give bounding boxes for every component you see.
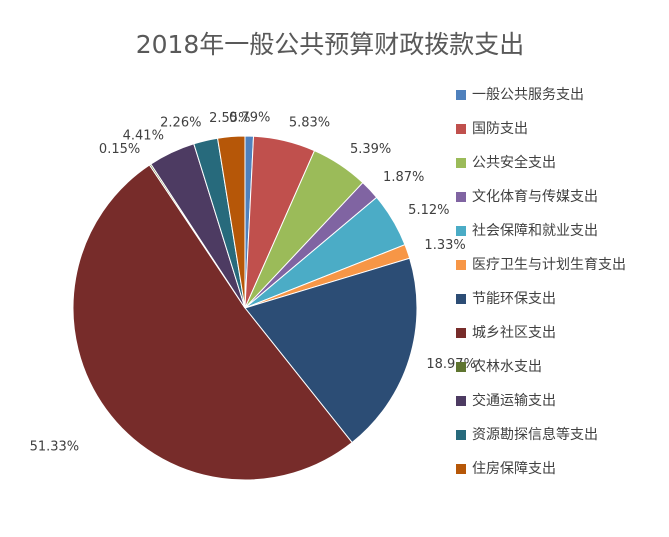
legend-swatch [456, 328, 466, 338]
pie-slice [216, 135, 246, 309]
data-label: 18.97% [426, 357, 476, 372]
pie-slice [244, 257, 418, 444]
legend-swatch [456, 430, 466, 440]
data-label: 1.33% [424, 238, 465, 253]
legend-label: 交通运输支出 [472, 392, 556, 409]
legend-swatch [456, 158, 466, 168]
legend-swatch [456, 362, 466, 372]
legend-swatch [456, 192, 466, 202]
data-label: 2.26% [160, 116, 201, 131]
legend-label: 住房保障支出 [472, 461, 556, 477]
legend-swatch [456, 396, 466, 406]
legend-label: 一般公共服务支出 [472, 87, 584, 103]
legend-label: 城乡社区支出 [472, 325, 556, 341]
data-label: 0.79% [229, 111, 270, 126]
legend-label: 公共安全支出 [472, 154, 556, 171]
legend-label: 节能环保支出 [472, 291, 556, 307]
legend-swatch [456, 124, 466, 134]
legend-label: 医疗卫生与计划生育支出 [472, 257, 626, 273]
legend-swatch [456, 294, 466, 304]
legend-label: 国防支出 [472, 121, 528, 137]
data-label: 5.12% [408, 203, 449, 218]
pie-slice [72, 164, 353, 481]
legend-swatch [456, 90, 466, 100]
chart-title: 2018年一般公共预算财政拨款支出 [136, 30, 525, 59]
data-label: 5.83% [289, 116, 330, 131]
legend-label: 文化体育与传媒支出 [472, 189, 598, 205]
legend-swatch [456, 464, 466, 474]
data-label: 0.15% [99, 142, 140, 157]
legend-swatch [456, 260, 466, 270]
data-label: 51.33% [30, 440, 80, 455]
data-label: 4.41% [123, 129, 164, 144]
data-label: 1.87% [383, 170, 424, 185]
legend-label: 农林水支出 [472, 359, 542, 375]
data-label: 5.39% [350, 142, 391, 157]
legend-label: 资源勘探信息等支出 [472, 426, 598, 443]
legend-label: 社会保障和就业支出 [472, 223, 598, 239]
data-label: 2.55% [209, 111, 250, 126]
legend-swatch [456, 226, 466, 236]
